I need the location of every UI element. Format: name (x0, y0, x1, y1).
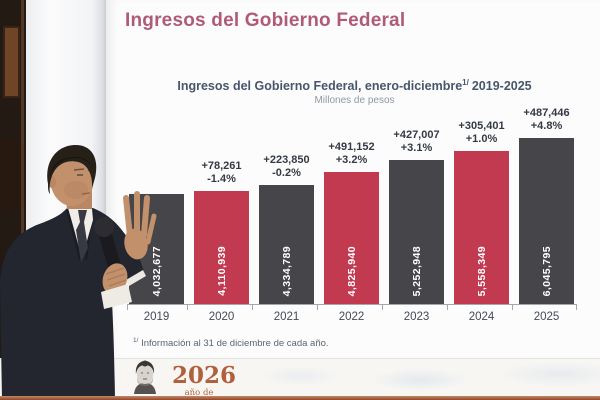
x-axis-labels: 2019 2020 2021 2022 2023 2024 2025 (127, 311, 582, 323)
bar-2020: 4,110,939 (194, 191, 249, 306)
bar-value: 4,334,789 (280, 245, 293, 297)
bar-2025: 6,045,795 (519, 138, 574, 306)
slide-title: Ingresos del Gobierno Federal (125, 10, 406, 31)
axis-tick (251, 305, 253, 311)
x-axis-label: 2022 (338, 311, 365, 324)
x-axis-label: 2019 (143, 311, 170, 324)
axis-tick (127, 305, 128, 311)
bar-column: +305,401 +1.0% 5,558,349 (454, 110, 509, 306)
axis-tick (446, 305, 448, 311)
plot-area: 4,032,677 +78,261 -1.4% 4,110,939 +223,850 -0… (127, 106, 582, 311)
bar-annotation: +491,152 +3.2% (328, 140, 375, 166)
bar-chart: Ingresos del Gobierno Federal, enero-dic… (127, 78, 582, 349)
axis-tick (316, 305, 318, 311)
axis-tick (186, 305, 188, 311)
x-axis-label: 2025 (533, 311, 560, 324)
axis-tick (381, 305, 383, 311)
bar-value: 4,825,940 (345, 245, 358, 297)
bar-value: 6,045,795 (540, 245, 553, 297)
bar-value: 5,558,349 (475, 245, 488, 297)
x-axis-label: 2024 (468, 311, 495, 324)
axis-tick (511, 305, 513, 311)
bar-annotation: +487,446 +4.8% (523, 106, 570, 132)
x-axis (127, 304, 577, 311)
footer-caption: año de (184, 388, 214, 398)
bar-annotation: +305,401 +1.0% (458, 119, 505, 145)
chart-footnote: 1/ Información al 31 de diciembre de cad… (133, 337, 329, 350)
bar-2024: 5,558,349 (454, 151, 509, 306)
x-axis-label: 2023 (403, 311, 430, 324)
bar-annotation: +78,261 -1.4% (201, 159, 242, 185)
footer-logo: 2026 año de (128, 360, 236, 398)
bars-row: 4,032,677 +78,261 -1.4% 4,110,939 +223,850 -0… (127, 106, 582, 306)
chart-subtitle: Millones de pesos (314, 95, 395, 107)
chart-title: Ingresos del Gobierno Federal, enero-dic… (177, 78, 532, 94)
bar-value: 5,252,948 (410, 245, 423, 297)
bar-column: +223,850 -0.2% 4,334,789 (259, 110, 314, 306)
bar-column: +487,446 +4.8% 6,045,795 (519, 106, 574, 306)
footer-year: 2026 (172, 362, 237, 389)
axis-tick (576, 305, 577, 311)
bar-annotation: +223,850 -0.2% (263, 153, 310, 179)
x-axis-label: 2020 (208, 311, 235, 324)
bar-column: +78,261 -1.4% 4,110,939 (194, 110, 249, 306)
bar-value: 4,110,939 (215, 246, 228, 297)
bar-column: +491,152 +3.2% 4,825,940 (324, 110, 379, 306)
bar-2021: 4,334,789 (259, 185, 314, 306)
bar-2023: 5,252,948 (389, 160, 444, 306)
x-axis-label: 2021 (273, 311, 300, 324)
bottom-accent-line (0, 396, 600, 400)
bar-column: +427,007 +3.1% 5,252,948 (389, 110, 444, 306)
woman-portrait-icon (134, 360, 156, 394)
presenter-person (0, 144, 157, 400)
bar-2022: 4,825,940 (324, 172, 379, 306)
bar-annotation: +427,007 +3.1% (393, 128, 440, 154)
